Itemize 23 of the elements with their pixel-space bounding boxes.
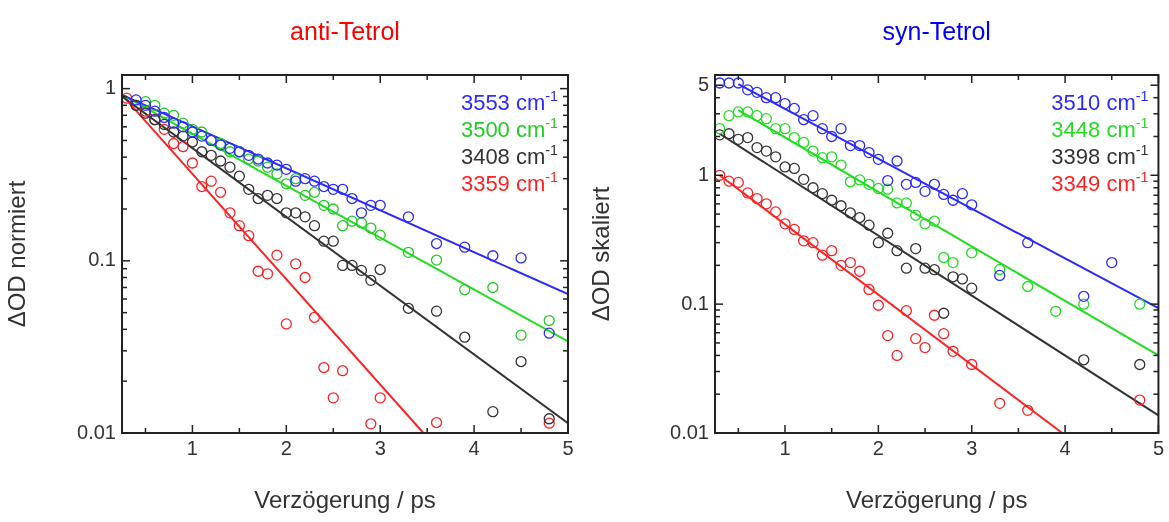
y-tick-label: 0.01 <box>77 420 116 443</box>
x-tick-label: 5 <box>1152 436 1164 459</box>
y-tick-label: 0.01 <box>670 420 709 443</box>
y-tick-label: 0.1 <box>88 248 116 271</box>
x-tick-label: 2 <box>872 436 884 459</box>
y-axis-title: ΔOD normiert <box>3 180 31 328</box>
x-axis-title: Verzögerung / ps <box>845 486 1028 514</box>
chart-title: syn-Tetrol <box>882 17 991 45</box>
x-axis-title: Verzögerung / ps <box>254 486 436 514</box>
y-tick-label: 5 <box>697 72 709 95</box>
x-tick-label: 4 <box>468 436 480 459</box>
x-tick-label: 2 <box>280 436 292 459</box>
x-tick-label: 1 <box>779 436 791 459</box>
y-tick-label: 1 <box>104 76 116 99</box>
x-tick-label: 3 <box>374 436 386 459</box>
x-tick-label: 4 <box>1059 436 1071 459</box>
chart-title: anti-Tetrol <box>290 17 400 45</box>
x-tick-label: 3 <box>966 436 978 459</box>
x-tick-label: 1 <box>186 436 198 459</box>
y-axis-title: ΔOD skaliert <box>587 186 615 322</box>
y-tick-label: 1 <box>697 162 709 185</box>
x-tick-label: 5 <box>562 436 574 459</box>
y-tick-label: 0.1 <box>681 291 709 314</box>
